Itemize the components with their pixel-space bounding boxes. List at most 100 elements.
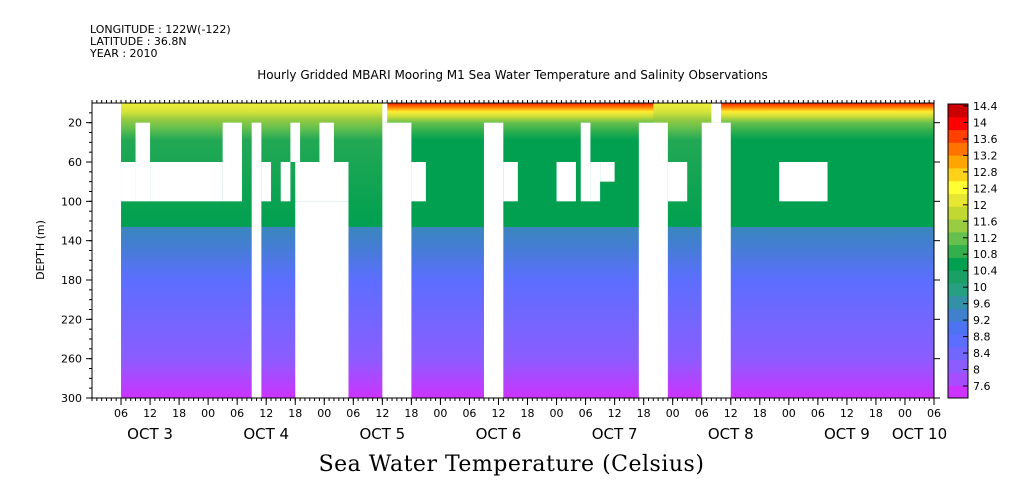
colorbar-label: 7.6 bbox=[973, 380, 991, 393]
missing-data-region bbox=[295, 162, 349, 202]
x-tick-label: 06 bbox=[811, 407, 825, 420]
colorbar-label: 11.6 bbox=[973, 215, 998, 228]
missing-data-region bbox=[280, 162, 291, 202]
colorbar-swatch bbox=[948, 142, 968, 156]
y-tick-label: 220 bbox=[61, 313, 82, 326]
colorbar-swatch bbox=[948, 359, 968, 373]
colorbar-label: 8.4 bbox=[973, 347, 991, 360]
x-tick-label: 12 bbox=[259, 407, 273, 420]
chart-title-wrap: Hourly Gridded MBARI Mooring M1 Sea Wate… bbox=[0, 68, 1009, 82]
colorbar-label: 13.2 bbox=[973, 149, 998, 162]
missing-data-region bbox=[319, 122, 334, 162]
metadata-block: LONGITUDE : 122W(-122) LATITUDE : 36.8N … bbox=[90, 24, 231, 60]
x-tick-label: 06 bbox=[114, 407, 128, 420]
colorbar-label: 14 bbox=[973, 116, 987, 129]
missing-data-region bbox=[503, 162, 518, 202]
missing-data-region bbox=[580, 122, 591, 202]
day-label: OCT 6 bbox=[476, 425, 522, 443]
missing-data-region bbox=[382, 122, 412, 398]
longitude-label: LONGITUDE : 122W(-122) bbox=[90, 23, 231, 36]
x-tick-label: 12 bbox=[491, 407, 505, 420]
x-tick-label: 00 bbox=[782, 407, 796, 420]
missing-data-region bbox=[590, 162, 601, 202]
colorbar-swatch bbox=[948, 244, 968, 258]
colorbar-swatch bbox=[948, 282, 968, 297]
x-tick-label: 18 bbox=[404, 407, 418, 420]
missing-data-region bbox=[251, 122, 262, 398]
missing-data-region bbox=[295, 201, 349, 398]
x-axis-title: Sea Water Temperature (Celsius) bbox=[318, 452, 705, 477]
colorbar-label: 8 bbox=[973, 364, 980, 377]
missing-data-region bbox=[92, 103, 122, 398]
missing-data-region bbox=[135, 122, 151, 202]
colorbar-swatch bbox=[948, 116, 968, 131]
colorbar-swatch bbox=[948, 155, 968, 169]
day-label: OCT 9 bbox=[824, 425, 870, 443]
colorbar-swatch bbox=[948, 308, 968, 322]
colorbar-label: 12.8 bbox=[973, 166, 998, 179]
colorbar-label: 11.2 bbox=[973, 232, 998, 245]
colorbar-label: 12 bbox=[973, 199, 987, 212]
missing-data-region bbox=[382, 103, 388, 123]
missing-data-region bbox=[290, 122, 301, 162]
x-tick-label: 06 bbox=[579, 407, 593, 420]
x-tick-label: 06 bbox=[695, 407, 709, 420]
x-tick-label: 18 bbox=[288, 407, 302, 420]
x-tick-label: 00 bbox=[666, 407, 680, 420]
colorbar-swatch bbox=[948, 206, 968, 220]
colorbar-label: 8.8 bbox=[973, 331, 991, 344]
colorbar-label: 14.4 bbox=[973, 100, 998, 113]
x-tick-label: 06 bbox=[927, 407, 941, 420]
colorbar-swatch bbox=[948, 167, 968, 182]
x-tick-label: 12 bbox=[375, 407, 389, 420]
colorbar-swatch bbox=[948, 129, 968, 143]
missing-data-region bbox=[600, 162, 615, 182]
y-tick-label: 140 bbox=[61, 235, 82, 248]
x-tick-label: 18 bbox=[172, 407, 186, 420]
x-tick-label: 06 bbox=[462, 407, 476, 420]
x-tick-label: 12 bbox=[143, 407, 157, 420]
x-tick-label: 06 bbox=[346, 407, 360, 420]
colorbar-swatch bbox=[948, 334, 968, 348]
colorbar-swatch bbox=[948, 104, 968, 118]
colorbar-swatch bbox=[948, 231, 968, 246]
colorbar-swatch bbox=[948, 270, 968, 284]
missing-data-region bbox=[667, 162, 688, 202]
day-label: OCT 3 bbox=[127, 425, 173, 443]
y-tick-label: 20 bbox=[68, 117, 82, 130]
x-tick-label: 12 bbox=[840, 407, 854, 420]
x-tick-label: 00 bbox=[317, 407, 331, 420]
colorbar-label: 10.8 bbox=[973, 248, 998, 261]
x-axis-title-wrap: Sea Water Temperature (Celsius) bbox=[0, 452, 1009, 477]
chart-title: Hourly Gridded MBARI Mooring M1 Sea Wate… bbox=[257, 68, 768, 82]
missing-data-region bbox=[150, 162, 223, 202]
missing-data-region bbox=[779, 162, 828, 202]
x-tick-label: 18 bbox=[869, 407, 883, 420]
missing-data-region bbox=[483, 122, 504, 398]
y-tick-label: 180 bbox=[61, 274, 82, 287]
missing-data-region bbox=[711, 103, 722, 123]
missing-data-region bbox=[261, 162, 272, 202]
year-label: YEAR : 2010 bbox=[90, 47, 158, 60]
latitude-label: LATITUDE : 36.8N bbox=[90, 35, 187, 48]
x-tick-label: 00 bbox=[898, 407, 912, 420]
colorbar-label: 9.2 bbox=[973, 314, 991, 327]
colorbar-swatch bbox=[948, 372, 968, 386]
colorbar-swatch bbox=[948, 180, 968, 194]
y-tick-label: 100 bbox=[61, 195, 82, 208]
x-tick-label: 18 bbox=[637, 407, 651, 420]
colorbar-swatch bbox=[948, 193, 968, 207]
colorbar-label: 13.6 bbox=[973, 133, 998, 146]
colorbar-swatch bbox=[948, 219, 968, 233]
x-tick-label: 06 bbox=[230, 407, 244, 420]
colorbar-label: 9.6 bbox=[973, 298, 991, 311]
missing-data-region bbox=[701, 122, 731, 398]
missing-data-region bbox=[121, 162, 136, 202]
y-tick-label: 260 bbox=[61, 353, 82, 366]
colorbar-frame bbox=[947, 103, 969, 399]
x-tick-label: 00 bbox=[550, 407, 564, 420]
day-label: OCT 8 bbox=[708, 425, 754, 443]
colorbar-swatch bbox=[948, 385, 968, 399]
missing-data-region bbox=[222, 122, 243, 202]
